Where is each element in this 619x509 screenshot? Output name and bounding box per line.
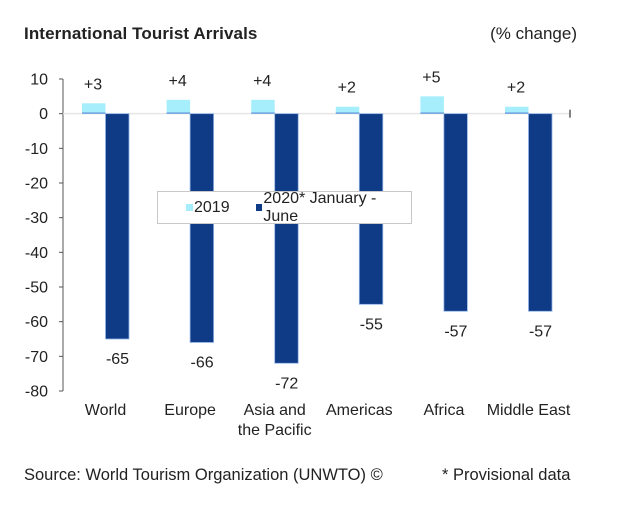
data-labels: +3 -65 +4 -66 +4 -72 +2 -55 +5 -57 +2 -57 — [84, 69, 552, 392]
x-tick-label: Middle East — [487, 402, 571, 419]
y-tick-label: -70 — [25, 349, 48, 366]
bars — [82, 96, 553, 364]
y-tick-label: 10 — [30, 72, 48, 89]
bar-2019 — [420, 96, 444, 114]
source-note: Source: World Tourism Organization (UNWT… — [24, 466, 383, 484]
bar-2020 — [274, 113, 299, 364]
data-label-2019: +2 — [507, 80, 525, 97]
bar-2019 — [166, 99, 191, 114]
y-tick-label: -50 — [25, 280, 48, 297]
data-label-2019: +2 — [338, 80, 356, 97]
y-tick-label: -10 — [25, 141, 48, 158]
legend-item-2019: 2019 — [186, 199, 230, 217]
y-tick-label: -80 — [25, 384, 48, 401]
data-label-2020: -57 — [444, 323, 467, 340]
bar-chart: 10 0 -10 -20 -30 -40 -50 -60 -70 -80 +3 -65 +4 -66 +4… — [25, 69, 571, 439]
chart-legend: 2019 2020* January - June — [157, 189, 412, 226]
x-tick-label: Europe — [164, 402, 216, 419]
legend-label-2019: 2019 — [194, 198, 230, 216]
x-tick-label: Africa — [423, 402, 464, 419]
y-tick-label: 0 — [39, 106, 48, 123]
chart-unit-label: (% change) — [490, 24, 577, 43]
data-label-2019: +5 — [422, 69, 440, 86]
chart-title: International Tourist Arrivals — [24, 24, 258, 43]
bar-2019 — [505, 106, 529, 114]
data-label-2019: +4 — [253, 73, 271, 90]
y-tick-label: -40 — [25, 245, 48, 262]
data-label-2019: +3 — [84, 76, 102, 93]
x-tick-label: World — [85, 402, 127, 419]
provisional-note: * Provisional data — [442, 466, 571, 484]
bar-2020 — [443, 113, 468, 312]
x-tick-label: the Pacific — [238, 422, 312, 439]
legend-item-2020: 2020* January - June — [255, 189, 411, 226]
data-label-2020: -66 — [191, 354, 214, 371]
legend-swatch-2019 — [186, 204, 193, 211]
data-label-2020: -55 — [360, 316, 383, 333]
x-tick-label: Americas — [326, 402, 393, 419]
y-tick-label: -20 — [25, 176, 48, 193]
bar-2019 — [251, 99, 275, 114]
data-label-2019: +4 — [168, 73, 186, 90]
bar-2020 — [528, 113, 553, 312]
bar-2020 — [189, 113, 215, 343]
y-tick-label: -60 — [25, 314, 48, 331]
x-axis-labels: World Europe Asia and the Pacific Americas Af… — [85, 402, 571, 439]
legend-label-2020: 2020* January - June — [263, 189, 377, 225]
bar-2019 — [82, 103, 106, 114]
data-label-2020: -72 — [275, 375, 298, 392]
x-tick-label: Asia and — [244, 402, 306, 419]
legend-swatch-2020 — [255, 204, 263, 211]
bar-2020 — [105, 113, 130, 340]
data-label-2020: -65 — [106, 351, 129, 368]
y-axis: 10 0 -10 -20 -30 -40 -50 -60 -70 -80 — [25, 72, 571, 401]
y-tick-label: -30 — [25, 210, 48, 227]
bar-2019 — [335, 106, 360, 114]
data-label-2020: -57 — [529, 323, 552, 340]
